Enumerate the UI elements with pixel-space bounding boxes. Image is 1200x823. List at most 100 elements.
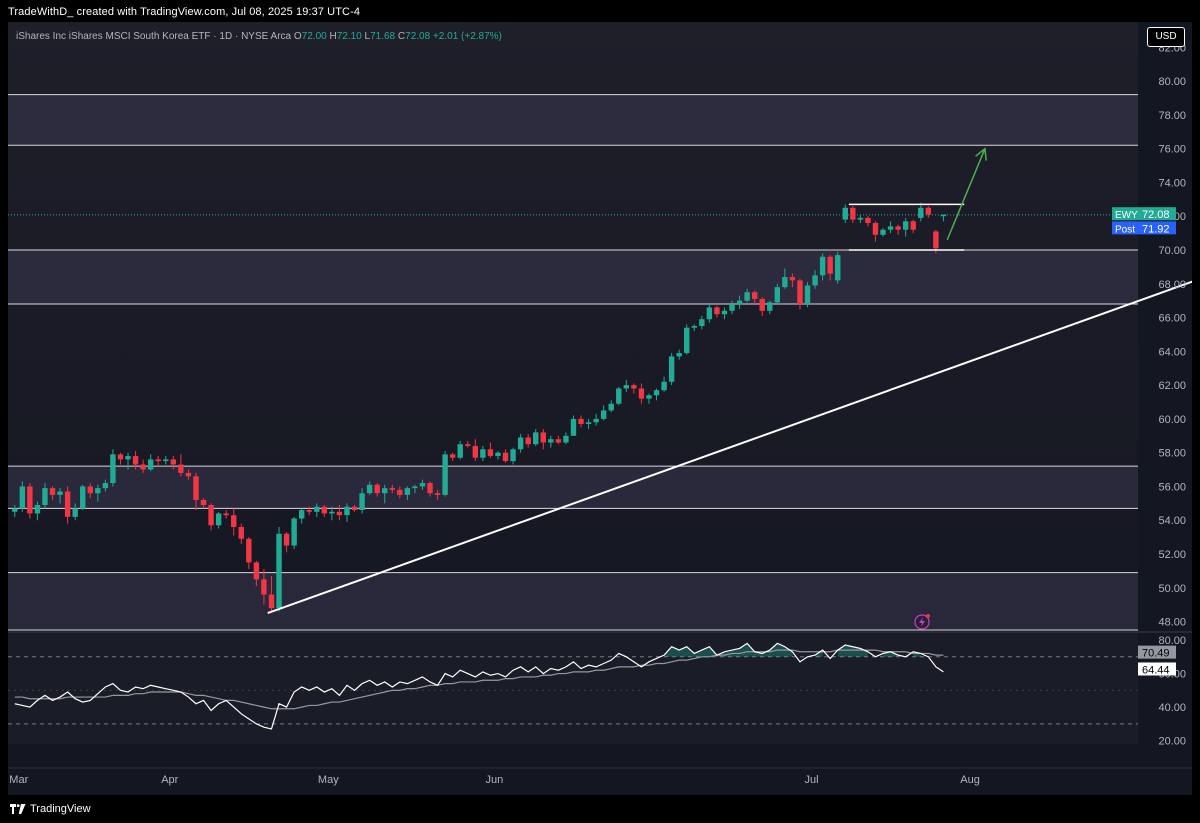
candle-body [668, 356, 675, 382]
candle-body [465, 444, 471, 446]
ewy-price-badge-label: EWY [1115, 210, 1138, 221]
candle-103 [789, 273, 796, 288]
candle-85 [653, 388, 660, 401]
candle-23 [185, 469, 192, 480]
candle-body [661, 381, 667, 391]
candle-body [170, 459, 177, 465]
brand-label: TradingView [30, 803, 91, 815]
candle-60 [465, 440, 471, 448]
candle-18 [147, 454, 154, 472]
time-tick-may: May [318, 774, 339, 786]
candle-112 [857, 214, 864, 223]
open-value: 72.00 [301, 31, 327, 42]
price-tick-13: 56.00 [1158, 481, 1186, 493]
candle-body [699, 319, 705, 326]
candle-body [19, 486, 26, 509]
rsi-ma-badge: 70.49 [1138, 645, 1176, 660]
candle-body [253, 562, 260, 580]
rsi-tick-3: 20.00 [1158, 736, 1186, 748]
candle-69 [533, 429, 539, 446]
time-tick-jul: Jul [804, 774, 818, 786]
symbol-legend: iShares Inc iShares MSCI South Korea ETF… [16, 31, 502, 42]
candle-body [72, 508, 78, 517]
candle-body [412, 486, 418, 489]
candle-body [12, 508, 18, 512]
chart-canvas[interactable]: 82.0080.0078.0076.0074.0072.0070.0068.00… [8, 22, 1192, 795]
candle-19 [155, 456, 161, 467]
rsi-ma-badge-value: 70.49 [1142, 648, 1170, 660]
candle-84 [646, 393, 652, 404]
rsi-line [14, 642, 944, 730]
candle-body [366, 484, 373, 494]
candle-body [616, 388, 622, 404]
candle-body [548, 439, 554, 443]
price-tick-8: 66.00 [1158, 313, 1186, 325]
candle-body [344, 506, 350, 516]
rsi-tick-0: 80.00 [1158, 635, 1186, 647]
candle-86 [661, 376, 667, 392]
candle-body [865, 217, 871, 223]
candle-92 [706, 304, 713, 323]
candle-15 [125, 452, 131, 470]
candle-113 [865, 216, 871, 227]
candle-body [767, 302, 773, 311]
candle-98 [751, 290, 758, 305]
candle-114 [872, 221, 879, 242]
candle-39 [306, 506, 312, 516]
post-price-badge: Post 71.92 [1112, 221, 1176, 235]
candle-body [261, 579, 267, 595]
candle-78 [600, 405, 607, 421]
candle-body [419, 483, 426, 487]
candle-body [804, 285, 811, 305]
high-value: 72.10 [336, 31, 362, 42]
candle-17 [140, 459, 146, 473]
candle-80 [616, 386, 622, 406]
candle-body [842, 207, 848, 220]
candle-65 [502, 449, 509, 463]
candle-70 [540, 429, 546, 450]
candle-45 [351, 505, 358, 512]
price-tick-9: 64.00 [1158, 346, 1186, 358]
time-tick-apr: Apr [161, 774, 178, 786]
chart-credit: TradeWithD_ created with TradingView.com… [8, 6, 361, 18]
candle-83 [638, 383, 645, 404]
candle-body [835, 255, 841, 281]
currency-button[interactable]: USD [1147, 27, 1185, 47]
ewy-price-badge-value-bg [1138, 207, 1176, 221]
candle-123 [940, 214, 947, 222]
support-resistance-zones [8, 94, 1138, 631]
zone-2 [8, 466, 1138, 509]
candle-4 [42, 483, 48, 509]
candle-body [87, 486, 93, 494]
candle-6 [57, 488, 63, 504]
candle-body [389, 488, 395, 490]
candle-body [246, 538, 252, 563]
candle-body [163, 459, 169, 462]
candle-body [80, 486, 86, 509]
candle-102 [782, 268, 788, 289]
candle-62 [480, 445, 486, 462]
candle-96 [736, 295, 743, 310]
zone-1 [8, 250, 1138, 305]
time-tick-jun: Jun [486, 774, 504, 786]
chart-area[interactable]: 82.0080.0078.0076.0074.0072.0070.0068.00… [8, 22, 1192, 795]
candle-body [706, 307, 713, 320]
candle-body [374, 484, 380, 494]
candle-58 [449, 452, 456, 462]
candle-body [306, 510, 312, 512]
candle-body [593, 418, 599, 423]
candle-body [480, 449, 486, 458]
candle-body [759, 298, 765, 311]
candle-body [449, 454, 456, 458]
candle-91 [699, 315, 705, 330]
candle-body [215, 513, 222, 526]
candle-body [125, 456, 131, 460]
price-tick-15: 52.00 [1158, 549, 1186, 561]
candle-body [223, 513, 229, 516]
candle-34 [268, 575, 275, 612]
candle-8 [72, 503, 78, 521]
candle-body [751, 292, 758, 299]
price-tick-1: 80.00 [1158, 76, 1186, 88]
candle-body [691, 326, 697, 328]
ewy-price-badge-label-bg [1112, 207, 1138, 221]
